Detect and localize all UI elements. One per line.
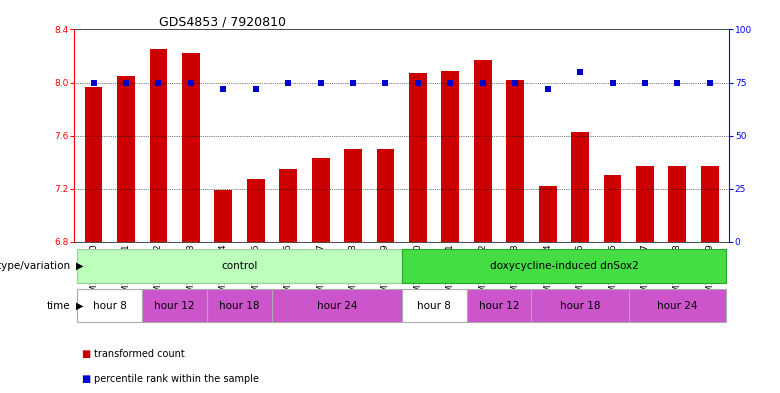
Point: [704, 79, 716, 86]
Bar: [402, 250, 726, 283]
Bar: [636, 166, 654, 242]
Text: transformed count: transformed count: [94, 349, 184, 359]
Point: [444, 79, 456, 86]
Bar: [182, 53, 200, 242]
Point: [541, 86, 554, 92]
Text: hour 12: hour 12: [479, 301, 519, 310]
Point: [87, 79, 100, 86]
Bar: [142, 289, 207, 322]
Point: [120, 79, 133, 86]
Point: [509, 79, 522, 86]
Bar: [312, 158, 329, 242]
Bar: [474, 60, 491, 242]
Text: ■: ■: [82, 374, 94, 384]
Point: [606, 79, 619, 86]
Text: genotype/variation: genotype/variation: [0, 261, 70, 271]
Bar: [117, 76, 135, 242]
Bar: [85, 86, 102, 242]
Point: [347, 79, 360, 86]
Point: [282, 79, 294, 86]
Bar: [77, 289, 142, 322]
Text: hour 8: hour 8: [93, 301, 126, 310]
Text: percentile rank within the sample: percentile rank within the sample: [94, 374, 259, 384]
Bar: [668, 166, 686, 242]
Text: doxycycline-induced dnSox2: doxycycline-induced dnSox2: [490, 261, 638, 271]
Text: hour 18: hour 18: [219, 301, 260, 310]
Bar: [604, 175, 622, 242]
Text: hour 12: hour 12: [154, 301, 195, 310]
Point: [412, 79, 424, 86]
Point: [477, 79, 489, 86]
Bar: [701, 166, 718, 242]
Point: [671, 79, 683, 86]
Bar: [344, 149, 362, 242]
Bar: [539, 186, 557, 242]
Bar: [215, 190, 232, 242]
Text: hour 8: hour 8: [417, 301, 451, 310]
Point: [250, 86, 262, 92]
Text: ▶: ▶: [76, 301, 83, 310]
Bar: [77, 250, 402, 283]
Bar: [441, 71, 459, 242]
Point: [639, 79, 651, 86]
Bar: [207, 289, 272, 322]
Bar: [629, 289, 726, 322]
Bar: [150, 50, 168, 242]
Text: ▶: ▶: [76, 261, 83, 271]
Text: control: control: [222, 261, 257, 271]
Text: ■: ■: [82, 349, 94, 359]
Bar: [571, 132, 589, 242]
Point: [574, 69, 587, 75]
Text: time: time: [47, 301, 70, 310]
Bar: [279, 169, 297, 242]
Bar: [466, 289, 531, 322]
Bar: [377, 149, 395, 242]
Point: [152, 79, 165, 86]
Point: [185, 79, 197, 86]
Point: [379, 79, 392, 86]
Text: GDS4853 / 7920810: GDS4853 / 7920810: [159, 15, 286, 28]
Bar: [272, 289, 402, 322]
Text: hour 24: hour 24: [317, 301, 357, 310]
Point: [217, 86, 229, 92]
Bar: [506, 80, 524, 242]
Point: [314, 79, 327, 86]
Bar: [531, 289, 629, 322]
Bar: [402, 289, 466, 322]
Text: hour 24: hour 24: [658, 301, 697, 310]
Text: hour 18: hour 18: [560, 301, 601, 310]
Bar: [246, 179, 264, 242]
Bar: [409, 73, 427, 242]
